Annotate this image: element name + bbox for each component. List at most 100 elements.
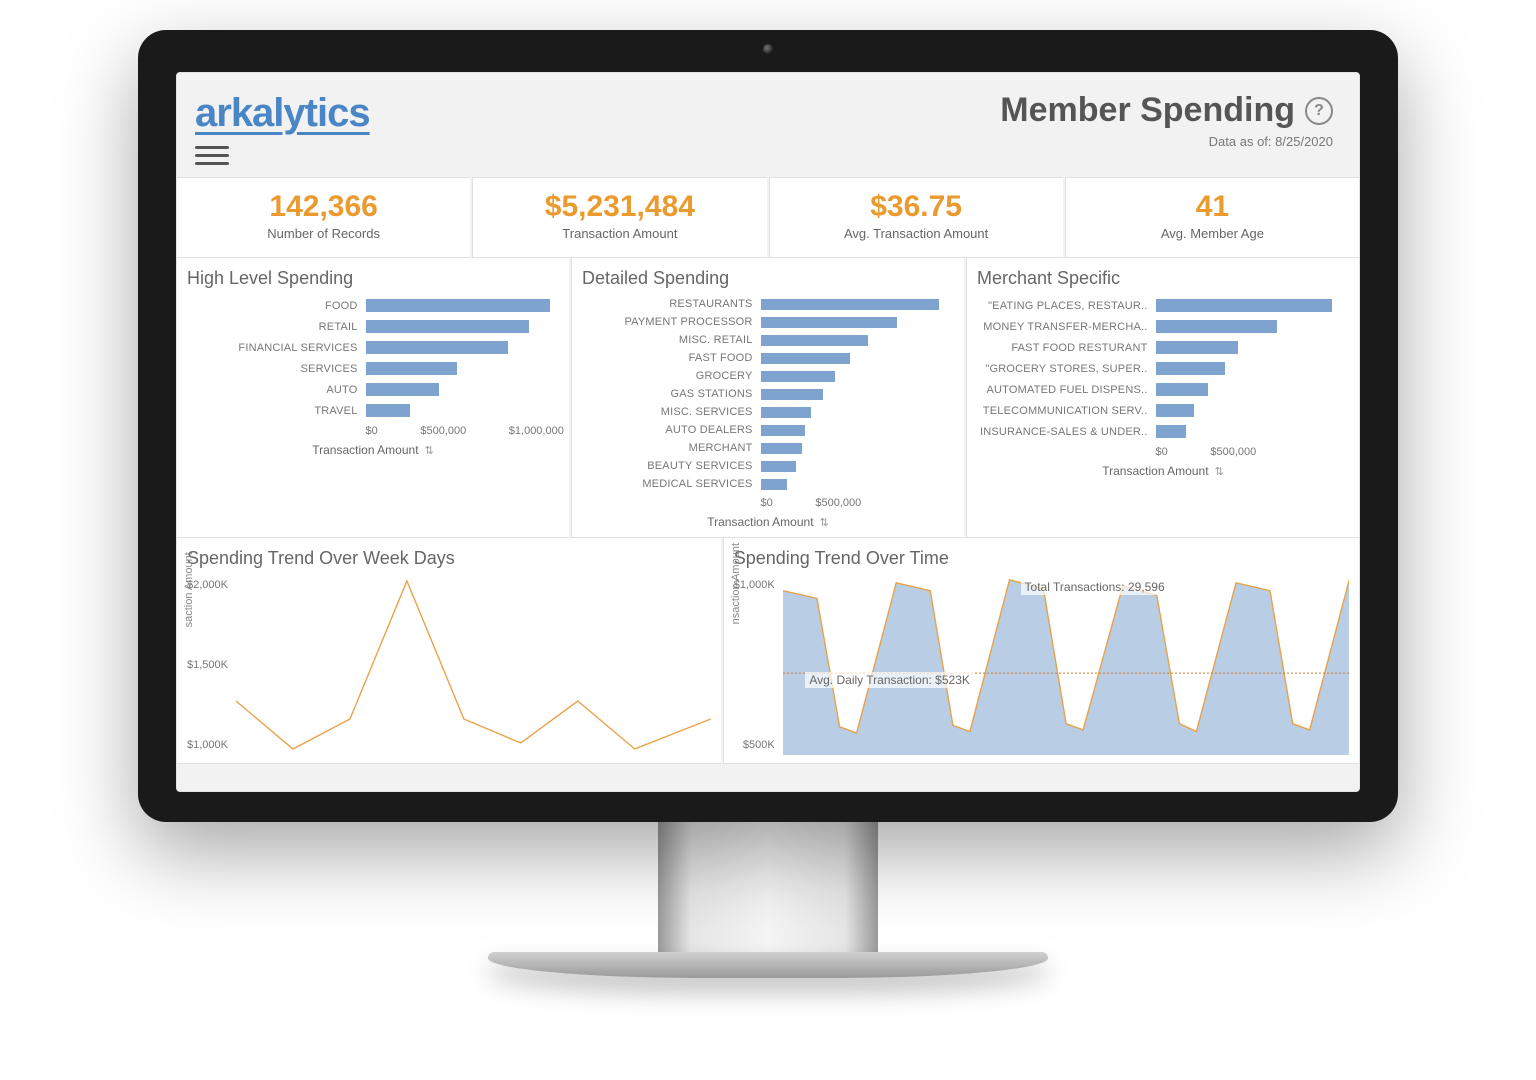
bar-row[interactable]: MEDICAL SERVICES <box>582 475 954 493</box>
bar-row[interactable]: FAST FOOD <box>582 349 954 367</box>
bar-category: FAST FOOD <box>582 352 761 364</box>
x-axis-label: Transaction Amount⇅ <box>582 515 954 529</box>
kpi-records[interactable]: 142,366 Number of Records <box>177 177 470 258</box>
bar-row[interactable]: SERVICES <box>187 358 559 379</box>
page-title: Member Spending <box>1000 91 1295 130</box>
bar-row[interactable]: MERCHANT <box>582 439 954 457</box>
bar-row[interactable]: AUTO <box>187 379 559 400</box>
bar-row[interactable]: AUTOMATED FUEL DISPENS.. <box>977 379 1349 400</box>
bar-row[interactable]: BEAUTY SERVICES <box>582 457 954 475</box>
panel-overtime: Spending Trend Over Time nsaction Amount… <box>723 538 1359 764</box>
bar-charts-row: High Level Spending FOOD RETAIL FINANCIAL … <box>177 258 1359 538</box>
sort-icon[interactable]: ⇅ <box>820 516 829 529</box>
bar-row[interactable]: MONEY TRANSFER-MERCHA.. <box>977 316 1349 337</box>
dashboard-screen: arkalytics Member Spending ? Data as of:… <box>176 72 1360 792</box>
bar-row[interactable]: MISC. SERVICES <box>582 403 954 421</box>
bar <box>366 320 530 333</box>
bar-category: MEDICAL SERVICES <box>582 478 761 490</box>
bar <box>1156 299 1333 312</box>
monitor-stand-base <box>488 952 1048 978</box>
bar-category: AUTO DEALERS <box>582 424 761 436</box>
bar <box>1156 362 1225 375</box>
x-ticks: $0$500,000 <box>977 446 1349 458</box>
bar <box>366 341 508 354</box>
bar <box>761 425 806 436</box>
kpi-avg-age[interactable]: 41 Avg. Member Age <box>1065 177 1359 258</box>
bar-row[interactable]: FAST FOOD RESTURANT <box>977 337 1349 358</box>
panel-weekdays: Spending Trend Over Week Days saction Am… <box>177 538 721 764</box>
bar <box>366 299 551 312</box>
bar-row[interactable]: AUTO DEALERS <box>582 421 954 439</box>
bar <box>761 479 788 490</box>
menu-icon[interactable] <box>195 146 229 165</box>
x-ticks: $0$500,000 <box>582 497 954 509</box>
bar-category: FAST FOOD RESTURANT <box>977 342 1156 354</box>
bar-row[interactable]: "GROCERY STORES, SUPER.. <box>977 358 1349 379</box>
panel-detailed: Detailed Spending RESTAURANTSPAYMENT PRO… <box>571 258 964 538</box>
bar-category: AUTOMATED FUEL DISPENS.. <box>977 384 1156 396</box>
bar-category: MONEY TRANSFER-MERCHA.. <box>977 321 1156 333</box>
bar-row[interactable]: FINANCIAL SERVICES <box>187 337 559 358</box>
bar <box>1156 320 1278 333</box>
bar-row[interactable]: INSURANCE-SALES & UNDER.. <box>977 421 1349 442</box>
bar-row[interactable]: RESTAURANTS <box>582 295 954 313</box>
bar-category: TRAVEL <box>187 405 366 417</box>
bar <box>761 335 868 346</box>
bar <box>1156 425 1186 438</box>
chart-overtime[interactable]: nsaction Amount $1,000K$500K Total Trans… <box>734 575 1349 755</box>
data-as-of: Data as of: 8/25/2020 <box>1000 134 1333 149</box>
bar-category: RESTAURANTS <box>582 298 761 310</box>
help-icon[interactable]: ? <box>1305 97 1333 125</box>
bar <box>1156 383 1209 396</box>
bar-row[interactable]: RETAIL <box>187 316 559 337</box>
bar-category: "GROCERY STORES, SUPER.. <box>977 363 1156 375</box>
bar-row[interactable]: GROCERY <box>582 367 954 385</box>
bar-row[interactable]: FOOD <box>187 295 559 316</box>
bar <box>1156 404 1195 417</box>
bar-row[interactable]: TRAVEL <box>187 400 559 421</box>
bar-category: PAYMENT PROCESSOR <box>582 316 761 328</box>
bar <box>761 317 898 328</box>
annotation-avg: Avg. Daily Transaction: $523K <box>805 672 974 688</box>
camera-dot <box>763 44 773 54</box>
bar-category: GROCERY <box>582 370 761 382</box>
bar-category: MISC. SERVICES <box>582 406 761 418</box>
monitor-bezel: arkalytics Member Spending ? Data as of:… <box>138 30 1398 822</box>
x-ticks: $0$500,000$1,000,000 <box>187 425 559 437</box>
panel-title: High Level Spending <box>187 268 559 289</box>
trend-charts-row: Spending Trend Over Week Days saction Am… <box>177 538 1359 764</box>
x-axis-label: Transaction Amount⇅ <box>977 464 1349 478</box>
chart-high-level[interactable]: FOOD RETAIL FINANCIAL SERVICES SERVICES AUTO… <box>187 295 559 421</box>
bar-category: SERVICES <box>187 363 366 375</box>
y-axis-label: nsaction Amount <box>730 543 742 624</box>
bar-category: FINANCIAL SERVICES <box>187 342 366 354</box>
bar <box>761 299 940 310</box>
bar-row[interactable]: "EATING PLACES, RESTAUR.. <box>977 295 1349 316</box>
bar-row[interactable]: TELECOMMUNICATION SERV.. <box>977 400 1349 421</box>
chart-weekdays[interactable]: saction Amount $2,000K$1,500K$1,000K <box>187 575 711 755</box>
bar <box>366 362 457 375</box>
bar-category: MERCHANT <box>582 442 761 454</box>
bar-category: "EATING PLACES, RESTAUR.. <box>977 300 1156 312</box>
bar-row[interactable]: PAYMENT PROCESSOR <box>582 313 954 331</box>
brand-logo[interactable]: arkalytics <box>195 91 370 136</box>
monitor-mockup: arkalytics Member Spending ? Data as of:… <box>138 30 1398 978</box>
bar-row[interactable]: MISC. RETAIL <box>582 331 954 349</box>
kpi-transaction-amount[interactable]: $5,231,484 Transaction Amount <box>472 177 766 258</box>
sort-icon[interactable]: ⇅ <box>425 444 434 457</box>
bar <box>761 443 803 454</box>
bar <box>761 389 824 400</box>
bar <box>761 407 812 418</box>
bar <box>366 383 440 396</box>
bar-category: INSURANCE-SALES & UNDER.. <box>977 426 1156 438</box>
sort-icon[interactable]: ⇅ <box>1215 465 1224 478</box>
bar-category: TELECOMMUNICATION SERV.. <box>977 405 1156 417</box>
kpi-avg-transaction[interactable]: $36.75 Avg. Transaction Amount <box>769 177 1063 258</box>
chart-merchant[interactable]: "EATING PLACES, RESTAUR.. MONEY TRANSFER-… <box>977 295 1349 442</box>
bar <box>761 461 797 472</box>
bar-category: FOOD <box>187 300 366 312</box>
x-axis-label: Transaction Amount⇅ <box>187 443 559 457</box>
bar-row[interactable]: GAS STATIONS <box>582 385 954 403</box>
bar-category: BEAUTY SERVICES <box>582 460 761 472</box>
chart-detailed[interactable]: RESTAURANTS PAYMENT PROCESSOR MISC. RETAIL… <box>582 295 954 493</box>
